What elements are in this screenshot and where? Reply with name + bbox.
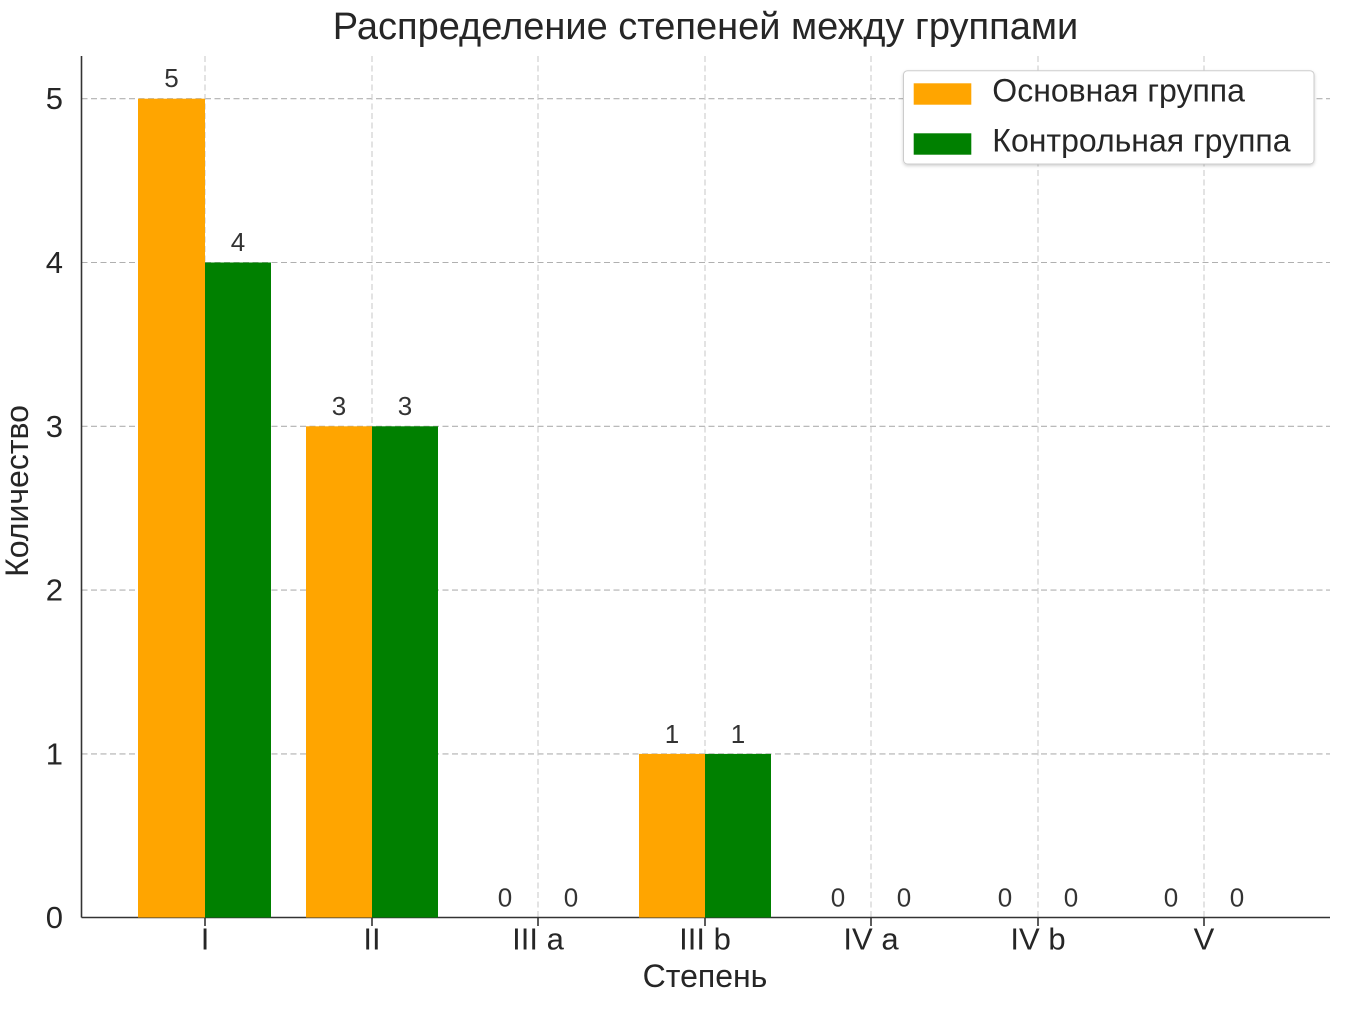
svg-text:3: 3: [46, 409, 63, 444]
svg-text:I: I: [201, 922, 210, 957]
svg-text:Количество: Количество: [0, 405, 35, 577]
svg-text:0: 0: [46, 900, 63, 935]
svg-text:0: 0: [998, 883, 1012, 913]
svg-text:II: II: [363, 922, 380, 957]
svg-text:4: 4: [46, 245, 63, 280]
svg-text:0: 0: [498, 883, 512, 913]
svg-text:0: 0: [1230, 883, 1244, 913]
svg-text:0: 0: [1164, 883, 1178, 913]
svg-text:III b: III b: [679, 922, 731, 957]
svg-text:Степень: Степень: [643, 958, 768, 994]
svg-text:5: 5: [46, 81, 63, 116]
svg-text:Основная группа: Основная группа: [992, 73, 1245, 109]
svg-text:3: 3: [398, 391, 412, 421]
svg-text:1: 1: [665, 719, 679, 749]
svg-text:IV a: IV a: [843, 922, 899, 957]
svg-text:1: 1: [731, 719, 745, 749]
svg-text:3: 3: [332, 391, 346, 421]
svg-text:V: V: [1194, 922, 1215, 957]
svg-text:Контрольная группа: Контрольная группа: [992, 123, 1290, 159]
svg-text:0: 0: [1064, 883, 1078, 913]
svg-text:0: 0: [564, 883, 578, 913]
svg-text:III a: III a: [512, 922, 564, 957]
svg-text:2: 2: [46, 573, 63, 608]
svg-text:0: 0: [831, 883, 845, 913]
svg-text:5: 5: [164, 63, 178, 93]
svg-text:1: 1: [46, 736, 63, 771]
svg-text:4: 4: [231, 227, 245, 257]
svg-text:0: 0: [897, 883, 911, 913]
svg-text:IV b: IV b: [1010, 922, 1065, 957]
svg-text:Распределение степеней между г: Распределение степеней между группами: [333, 6, 1078, 48]
